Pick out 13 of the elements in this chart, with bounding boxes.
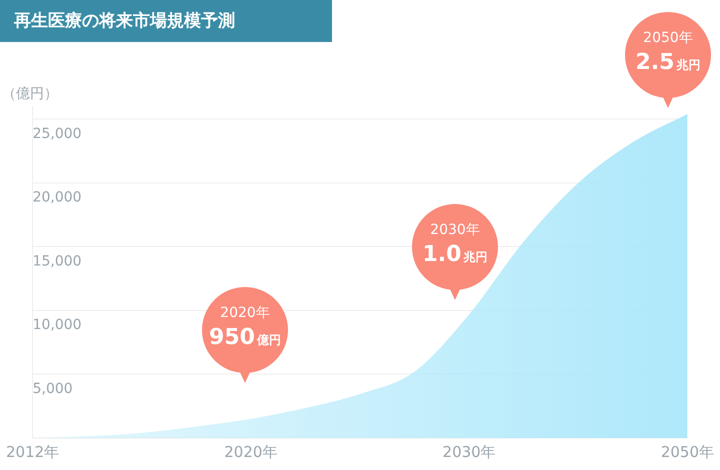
y-tick-label: 15,000 bbox=[32, 253, 82, 270]
y-tick-label: 10,000 bbox=[32, 317, 82, 334]
x-tick-label: 2030年 bbox=[442, 442, 496, 461]
x-tick-label: 2012年 bbox=[6, 442, 60, 461]
annotation: 2020年 950億円 bbox=[208, 304, 282, 350]
y-axis-title: （億円） bbox=[2, 85, 58, 103]
x-tick-label: 2020年 bbox=[224, 442, 278, 461]
y-tick-label: 20,000 bbox=[32, 190, 82, 206]
y-tick-label: 5,000 bbox=[32, 380, 73, 397]
x-tick-label: 2050年 bbox=[660, 442, 714, 461]
annotation: 2030年 1.0兆円 bbox=[422, 221, 488, 267]
y-tick-label: 25,000 bbox=[32, 126, 82, 142]
chart-title: 再生医療の将来市場規模予測 bbox=[0, 0, 332, 42]
